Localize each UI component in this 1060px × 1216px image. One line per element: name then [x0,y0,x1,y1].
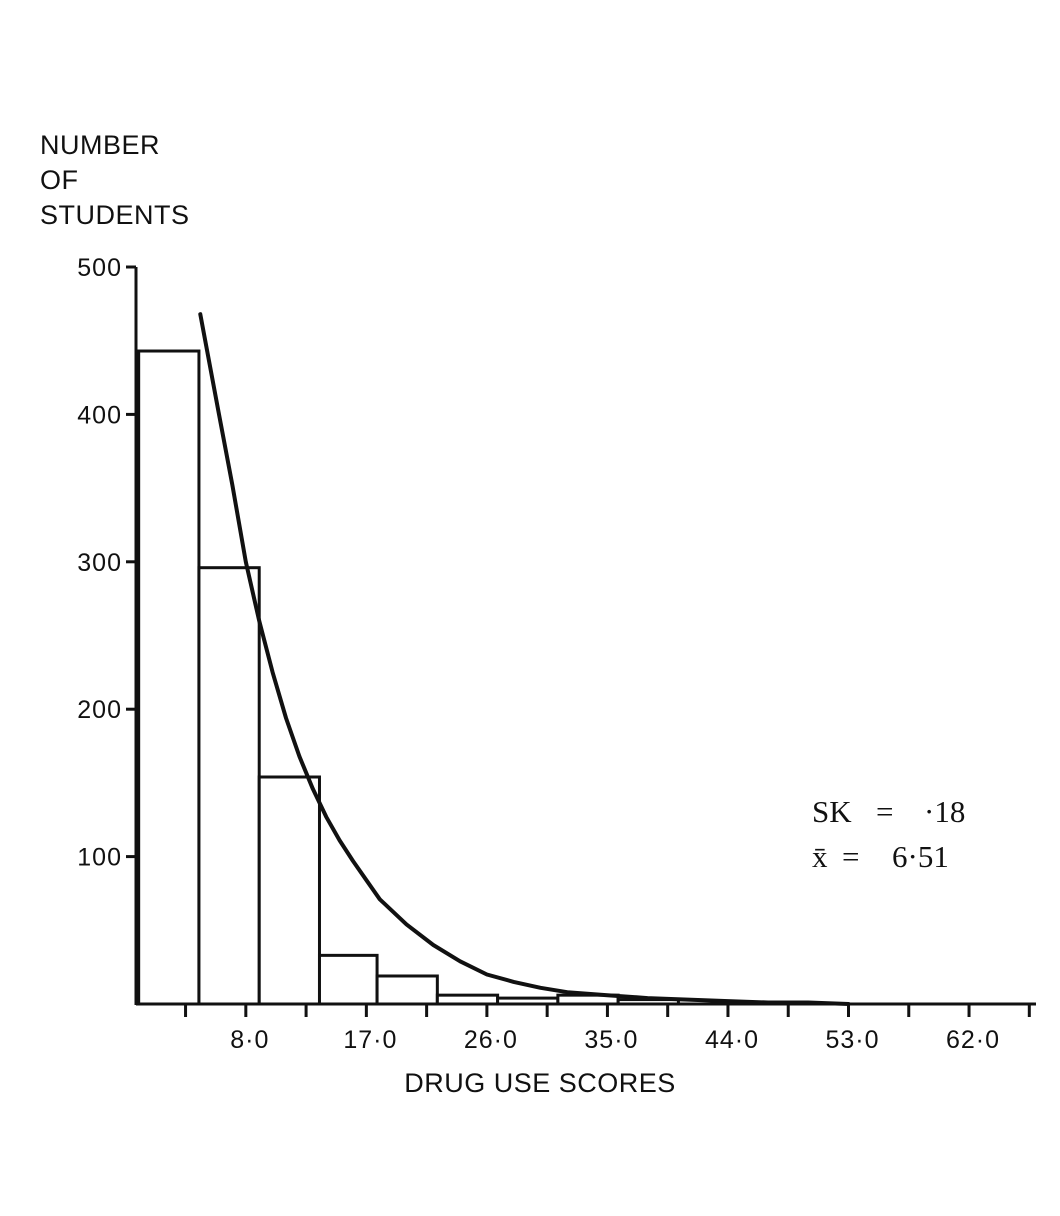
skewness-label: SK [812,794,852,829]
x-tick-label: 17·0 [343,1026,397,1054]
mean-equals: = [842,839,859,874]
y-axis-title-line-3: STUDENTS [40,200,190,230]
y-axis-title-line-2: OF [40,165,79,195]
x-axis-title: DRUG USE SCORES [404,1068,676,1098]
y-axis-title: NUMBER OF STUDENTS [40,130,190,230]
y-axis-title-line-1: NUMBER [40,130,160,160]
axes [134,267,1036,1006]
x-tick-label: 26·0 [464,1026,518,1054]
histogram-bars [137,349,680,1006]
histogram-bar-4 [317,953,379,1006]
x-axis-ticks: 8·0 17·0 26·0 35·0 44·0 53·0 62·0 [184,1004,1031,1054]
fitted-curve [198,312,851,1006]
y-tick-label: 200 [77,696,122,724]
histogram-bar-3 [257,775,321,1006]
y-tick-label: 100 [77,844,122,872]
x-tick-label: 53·0 [825,1026,879,1054]
y-tick-label: 500 [77,254,122,282]
histogram-bar-2 [197,566,261,1006]
x-tick-label: 35·0 [584,1026,638,1054]
x-tick-label: 8·0 [230,1026,269,1054]
skewness-value: ·18 [924,794,965,829]
x-tick-label: 44·0 [705,1026,759,1054]
histogram-bar-5 [375,974,439,1006]
x-tick-label: 62·0 [946,1026,1000,1054]
y-tick-label: 400 [77,401,122,429]
statistics-annotation: SK = ·18 x̄ = 6·51 [812,794,965,874]
mean-value: 6·51 [892,839,949,874]
y-tick-label: 300 [77,549,122,577]
histogram-bar-1 [137,349,201,1006]
skewness-equals: = [876,794,893,829]
mean-label: x̄ [812,839,828,874]
y-axis-ticks: 500 400 300 200 100 [77,254,136,872]
